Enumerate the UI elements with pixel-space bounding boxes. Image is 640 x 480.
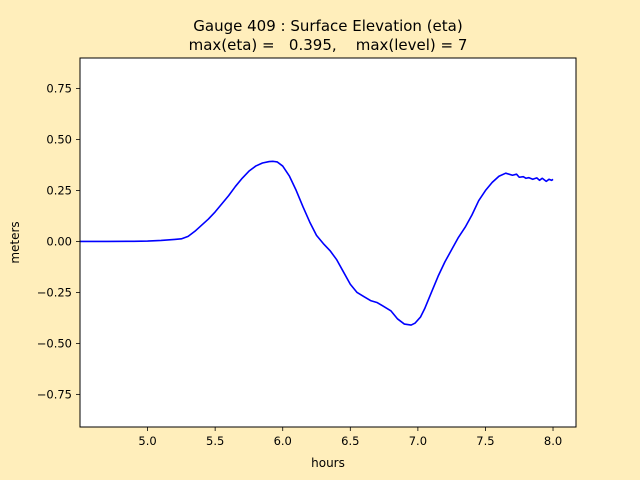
x-tick-label: 5.5 <box>206 434 224 448</box>
plot-area <box>80 58 576 427</box>
x-tick-label: 5.0 <box>138 434 156 448</box>
x-tick-label: 7.5 <box>476 434 494 448</box>
y-tick-label: 0.75 <box>46 82 72 96</box>
chart-title-line-1: Gauge 409 : Surface Elevation (eta) <box>193 17 462 35</box>
y-axis-label: meters <box>8 221 22 263</box>
y-tick-label: 0.50 <box>46 133 72 147</box>
plot-frame <box>79 57 577 428</box>
chart-marks <box>80 160 554 326</box>
y-tick-label: −0.50 <box>37 336 72 350</box>
y-tick-label: −0.75 <box>37 387 72 401</box>
x-axis: 5.0 5.5 6.0 6.5 7.0 7.5 8.0 <box>138 427 562 448</box>
y-tick-label: 0.25 <box>46 184 72 198</box>
x-tick-label: 7.0 <box>409 434 427 448</box>
chart-title-line-2: max(eta) = 0.395, max(level) = 7 <box>189 36 468 54</box>
y-tick-label: 0.00 <box>46 234 72 248</box>
x-tick-label: 6.5 <box>341 434 359 448</box>
y-axis: 0.75 0.50 0.25 0.00 −0.25 −0.50 −0.75 <box>37 82 80 401</box>
x-axis-label: hours <box>311 456 345 470</box>
series-line-1 <box>80 160 554 326</box>
y-tick-label: −0.25 <box>37 285 72 299</box>
x-tick-label: 6.0 <box>274 434 292 448</box>
x-tick-label: 8.0 <box>544 434 562 448</box>
